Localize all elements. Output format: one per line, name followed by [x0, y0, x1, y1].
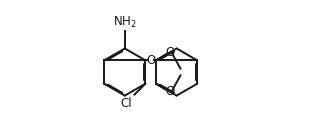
Text: O: O: [165, 85, 174, 98]
Text: NH$_2$: NH$_2$: [113, 15, 137, 30]
Text: O: O: [165, 46, 174, 59]
Text: O: O: [146, 54, 155, 67]
Text: Cl: Cl: [121, 97, 133, 110]
